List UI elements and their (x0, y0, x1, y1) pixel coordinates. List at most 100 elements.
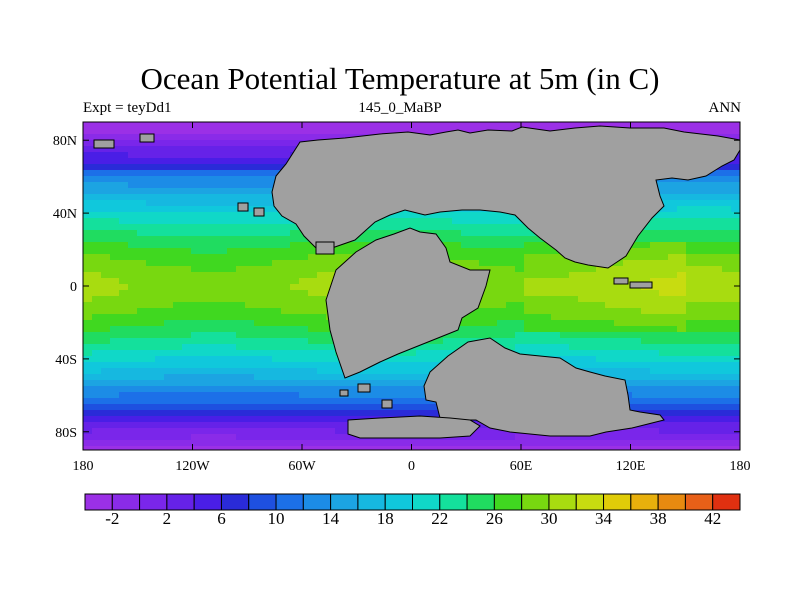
field-cell (227, 428, 237, 435)
field-cell (497, 266, 507, 273)
field-cell (677, 356, 687, 363)
field-cell (668, 272, 678, 279)
field-cell (128, 254, 138, 261)
field-cell (173, 446, 183, 450)
field-cell (722, 260, 732, 267)
field-cell (722, 254, 732, 261)
field-cell (569, 446, 579, 450)
field-cell (488, 230, 498, 237)
field-cell (326, 128, 336, 135)
field-cell (110, 164, 120, 171)
field-cell (200, 428, 210, 435)
field-cell (110, 224, 120, 231)
field-cell (524, 296, 534, 303)
field-cell (722, 446, 732, 450)
field-cell (83, 206, 93, 213)
field-cell (668, 332, 678, 339)
field-cell (128, 146, 138, 153)
field-cell (128, 320, 138, 327)
field-cell (623, 122, 633, 129)
field-cell (254, 416, 264, 423)
field-cell (101, 440, 111, 447)
field-cell (515, 248, 525, 255)
field-cell (110, 194, 120, 201)
field-cell (92, 356, 102, 363)
field-cell (245, 308, 255, 315)
field-cell (443, 332, 453, 339)
field-cell (200, 122, 210, 129)
field-cell (560, 296, 570, 303)
field-cell (641, 272, 651, 279)
field-cell (173, 134, 183, 141)
field-cell (110, 266, 120, 273)
field-cell (677, 362, 687, 369)
field-cell (290, 128, 300, 135)
field-cell (236, 338, 246, 345)
field-cell (317, 380, 327, 387)
field-cell (146, 212, 156, 219)
field-cell (308, 350, 318, 357)
field-cell (695, 380, 705, 387)
field-cell (254, 284, 264, 291)
field-cell (686, 128, 696, 135)
field-cell (650, 278, 660, 285)
field-cell (524, 284, 534, 291)
field-cell (722, 122, 732, 129)
field-cell (272, 140, 282, 147)
field-cell (218, 266, 228, 273)
field-cell (155, 122, 165, 129)
field-cell (722, 188, 732, 195)
field-cell (560, 338, 570, 345)
field-cell (110, 320, 120, 327)
field-cell (218, 218, 228, 225)
field-cell (407, 404, 417, 411)
field-cell (191, 428, 201, 435)
field-cell (227, 404, 237, 411)
field-cell (254, 170, 264, 177)
field-cell (110, 278, 120, 285)
field-cell (362, 128, 372, 135)
field-cell (173, 158, 183, 165)
field-cell (479, 212, 489, 219)
field-cell (623, 296, 633, 303)
field-cell (191, 440, 201, 447)
field-cell (425, 212, 435, 219)
field-cell (650, 338, 660, 345)
field-cell (506, 302, 516, 309)
field-cell (110, 158, 120, 165)
field-cell (677, 278, 687, 285)
field-cell (596, 446, 606, 450)
field-cell (731, 224, 740, 231)
field-cell (533, 296, 543, 303)
field-cell (254, 218, 264, 225)
field-cell (101, 170, 111, 177)
field-cell (668, 242, 678, 249)
field-cell (146, 146, 156, 153)
field-cell (236, 350, 246, 357)
field-cell (272, 266, 282, 273)
field-cell (542, 302, 552, 309)
field-cell (137, 152, 147, 159)
field-cell (317, 320, 327, 327)
field-cell (110, 242, 120, 249)
field-cell (416, 374, 426, 381)
field-cell (110, 218, 120, 225)
field-cell (254, 326, 264, 333)
field-cell (272, 146, 282, 153)
field-cell (164, 386, 174, 393)
field-cell (254, 122, 264, 129)
field-cell (731, 272, 740, 279)
field-cell (695, 320, 705, 327)
field-cell (506, 224, 516, 231)
field-cell (551, 284, 561, 291)
field-cell (164, 404, 174, 411)
colorbar-swatch (166, 493, 195, 511)
field-cell (272, 356, 282, 363)
field-cell (623, 446, 633, 450)
field-cell (695, 242, 705, 249)
field-cell (110, 368, 120, 375)
field-cell (470, 314, 480, 321)
field-cell (389, 218, 399, 225)
field-cell (146, 302, 156, 309)
field-cell (101, 230, 111, 237)
